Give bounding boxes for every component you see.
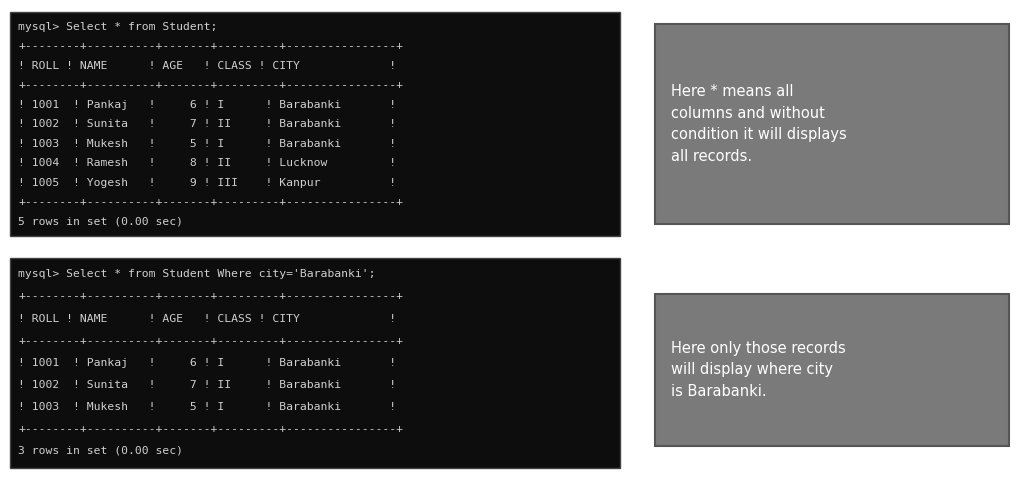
Text: 5 rows in set (0.00 sec): 5 rows in set (0.00 sec)	[18, 216, 183, 227]
FancyBboxPatch shape	[655, 24, 1009, 224]
Text: ! 1001  ! Pankaj   !     6 ! I      ! Barabanki       !: ! 1001 ! Pankaj ! 6 ! I ! Barabanki !	[18, 100, 396, 109]
Text: +--------+----------+-------+---------+----------------+: +--------+----------+-------+---------+-…	[18, 80, 403, 90]
Text: ! 1001  ! Pankaj   !     6 ! I      ! Barabanki       !: ! 1001 ! Pankaj ! 6 ! I ! Barabanki !	[18, 358, 396, 368]
Text: Here * means all
columns and without
condition it will displays
all records.: Here * means all columns and without con…	[671, 84, 847, 164]
FancyBboxPatch shape	[655, 294, 1009, 446]
Text: ! ROLL ! NAME      ! AGE   ! CLASS ! CITY             !: ! ROLL ! NAME ! AGE ! CLASS ! CITY !	[18, 314, 396, 323]
Text: mysql> Select * from Student Where city='Barabanki';: mysql> Select * from Student Where city=…	[18, 269, 376, 280]
Text: ! 1003  ! Mukesh   !     5 ! I      ! Barabanki       !: ! 1003 ! Mukesh ! 5 ! I ! Barabanki !	[18, 139, 396, 148]
Text: +--------+----------+-------+---------+----------------+: +--------+----------+-------+---------+-…	[18, 292, 403, 302]
FancyBboxPatch shape	[10, 12, 620, 236]
FancyBboxPatch shape	[10, 258, 620, 468]
Text: ! 1003  ! Mukesh   !     5 ! I      ! Barabanki       !: ! 1003 ! Mukesh ! 5 ! I ! Barabanki !	[18, 402, 396, 412]
Text: mysql> Select * from Student;: mysql> Select * from Student;	[18, 22, 218, 32]
Text: +--------+----------+-------+---------+----------------+: +--------+----------+-------+---------+-…	[18, 197, 403, 207]
Text: Here only those records
will display where city
is Barabanki.: Here only those records will display whe…	[671, 341, 846, 399]
Text: ! 1005  ! Yogesh   !     9 ! III    ! Kanpur          !: ! 1005 ! Yogesh ! 9 ! III ! Kanpur !	[18, 177, 396, 187]
Text: ! 1002  ! Sunita   !     7 ! II     ! Barabanki       !: ! 1002 ! Sunita ! 7 ! II ! Barabanki !	[18, 119, 396, 129]
Text: +--------+----------+-------+---------+----------------+: +--------+----------+-------+---------+-…	[18, 335, 403, 346]
Text: ! 1002  ! Sunita   !     7 ! II     ! Barabanki       !: ! 1002 ! Sunita ! 7 ! II ! Barabanki !	[18, 380, 396, 390]
Text: ! 1004  ! Ramesh   !     8 ! II     ! Lucknow         !: ! 1004 ! Ramesh ! 8 ! II ! Lucknow !	[18, 158, 396, 168]
Text: +--------+----------+-------+---------+----------------+: +--------+----------+-------+---------+-…	[18, 424, 403, 434]
Text: 3 rows in set (0.00 sec): 3 rows in set (0.00 sec)	[18, 446, 183, 456]
Text: +--------+----------+-------+---------+----------------+: +--------+----------+-------+---------+-…	[18, 41, 403, 51]
Text: ! ROLL ! NAME      ! AGE   ! CLASS ! CITY             !: ! ROLL ! NAME ! AGE ! CLASS ! CITY !	[18, 61, 396, 71]
